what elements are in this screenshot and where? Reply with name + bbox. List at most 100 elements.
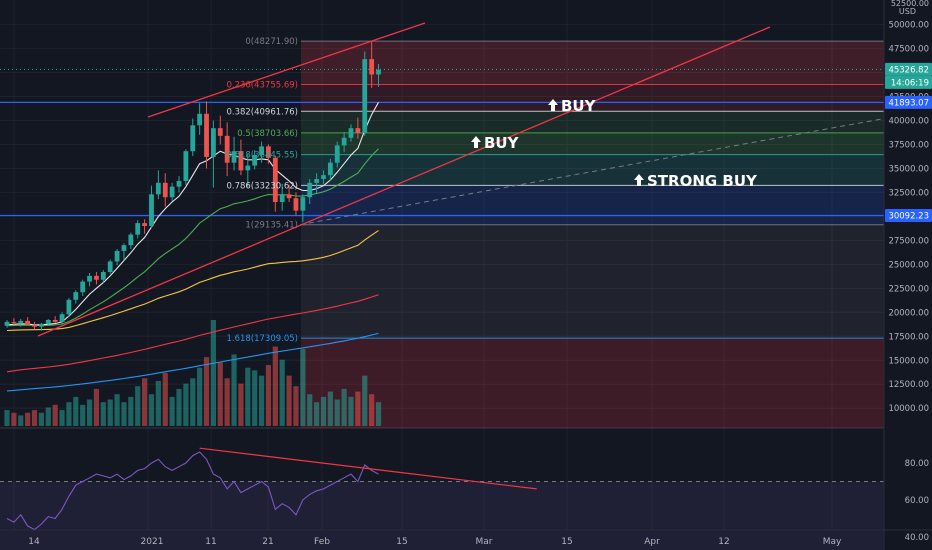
candle-body bbox=[197, 113, 203, 126]
candle-body bbox=[94, 275, 99, 280]
volume-bar bbox=[334, 399, 340, 426]
candle-body bbox=[190, 125, 196, 152]
fib-label-0.236: 0.236(43755.69) bbox=[226, 80, 298, 90]
last-price-badge: 45326.82 bbox=[885, 62, 932, 76]
channel-upper-line bbox=[147, 22, 426, 118]
ema-mid-line bbox=[6, 148, 379, 327]
volume-bar bbox=[279, 359, 285, 426]
candle-body bbox=[211, 128, 216, 157]
volume-bar bbox=[245, 367, 251, 426]
fib-label-0.382: 0.382(40961.76) bbox=[226, 107, 298, 117]
fib-label-0: 0(48271.90) bbox=[245, 37, 298, 47]
candle-body bbox=[25, 320, 31, 325]
candle-body bbox=[307, 182, 313, 198]
fib-zone bbox=[301, 132, 884, 155]
volume-bar bbox=[100, 402, 106, 426]
channel-lower-line bbox=[37, 26, 771, 337]
candle-body bbox=[224, 135, 230, 163]
candle-body bbox=[245, 165, 251, 171]
volume-bar bbox=[142, 378, 148, 426]
volume-bar bbox=[238, 383, 244, 426]
axis-tick: 17500.00 bbox=[888, 332, 929, 342]
volume-bar bbox=[135, 386, 141, 426]
volume-bar bbox=[190, 378, 196, 426]
volume-bar bbox=[300, 349, 306, 426]
buy-annotation-1: BUY bbox=[548, 97, 597, 115]
time-tick: Feb bbox=[314, 537, 330, 547]
grid-lines bbox=[0, 0, 932, 530]
axis-tick: 50000.00 bbox=[888, 21, 929, 31]
candle-body bbox=[238, 151, 244, 171]
buy-annotation-2: BUY bbox=[471, 134, 520, 152]
price-axis[interactable]: 52500.00USD50000.0047500.0042500.0040000… bbox=[883, 0, 932, 550]
rsi-divergence-line bbox=[199, 447, 537, 490]
volume-bar bbox=[93, 388, 100, 426]
volume-bar bbox=[258, 375, 265, 426]
last-price-badge-text: 45326.82 bbox=[888, 65, 929, 75]
time-axis[interactable]: 14 2021 11 21 Feb 15 Mar 15 Apr 12 May bbox=[0, 529, 932, 547]
volume-bar bbox=[4, 410, 10, 426]
buy-annotations[interactable]: BUY BUY STRONG BUY bbox=[471, 97, 758, 190]
candle-body bbox=[183, 151, 189, 181]
fib-label-0.618: 0.618(36445.55) bbox=[226, 151, 298, 161]
volume-bar bbox=[327, 391, 333, 426]
volume-bar bbox=[114, 394, 120, 426]
level-badge-upper-text: 41893.07 bbox=[888, 98, 929, 108]
volume-bar bbox=[25, 412, 31, 426]
strong-buy-annotation: STRONG BUY bbox=[634, 172, 758, 190]
candle-body bbox=[348, 128, 354, 138]
candle-body bbox=[100, 272, 106, 280]
volume-bar bbox=[293, 386, 299, 426]
volume-bar bbox=[80, 404, 86, 426]
volume-bar bbox=[369, 394, 375, 426]
axis-tick: 22500.00 bbox=[888, 284, 929, 294]
candle-body bbox=[66, 299, 72, 315]
candle-body bbox=[11, 321, 17, 323]
time-tick: 21 bbox=[262, 537, 273, 547]
axis-tick: 10000.00 bbox=[888, 404, 929, 414]
candle-body bbox=[252, 155, 258, 166]
candle-body bbox=[341, 137, 347, 146]
volume-bar bbox=[252, 370, 258, 426]
ma-200-line bbox=[6, 332, 379, 392]
candle-body bbox=[121, 245, 127, 251]
fib-labels: 0(48271.90) 0.236(43755.69) 0.382(40961.76… bbox=[226, 37, 298, 344]
volume-bar bbox=[162, 373, 168, 426]
volume-bar bbox=[73, 396, 79, 426]
candle-body bbox=[4, 321, 10, 326]
countdown-badge-bg bbox=[885, 75, 932, 89]
level-badge-upper-bg bbox=[885, 95, 932, 109]
axis-tick: 35000.00 bbox=[888, 164, 929, 174]
buy-annotation-1-label: BUY bbox=[561, 97, 597, 115]
volume-bar bbox=[11, 412, 17, 426]
arrow-up-icon bbox=[471, 136, 481, 148]
candle-body bbox=[327, 162, 333, 176]
candle-body bbox=[155, 182, 161, 195]
countdown-badge: 14:06:19 bbox=[885, 75, 932, 89]
volume-bar bbox=[107, 399, 113, 426]
candlesticks bbox=[4, 40, 381, 331]
candle-body bbox=[142, 223, 147, 226]
trend-channel[interactable] bbox=[37, 22, 771, 337]
volume-bar bbox=[128, 396, 134, 426]
volume-bar bbox=[362, 375, 368, 426]
arrow-up-icon bbox=[548, 99, 558, 111]
time-tick: 15 bbox=[561, 537, 572, 547]
strong-buy-annotation-label: STRONG BUY bbox=[647, 172, 758, 190]
fib-zone bbox=[301, 154, 884, 186]
axis-tick: 25000.00 bbox=[888, 260, 929, 270]
rsi-axis-tick: 80.00 bbox=[905, 459, 929, 469]
ma-100-line bbox=[6, 294, 379, 373]
time-tick: Apr bbox=[644, 537, 660, 547]
candle-body bbox=[279, 194, 285, 203]
volume-bar bbox=[231, 354, 237, 426]
candle-body bbox=[169, 186, 175, 198]
candle-body bbox=[162, 182, 168, 198]
candle-body bbox=[149, 194, 154, 226]
candle-body bbox=[362, 59, 368, 133]
level-badge-lower-bg bbox=[885, 209, 932, 223]
candle-body bbox=[286, 194, 292, 199]
volume-bar bbox=[224, 378, 230, 426]
time-tick: 15 bbox=[396, 537, 407, 547]
